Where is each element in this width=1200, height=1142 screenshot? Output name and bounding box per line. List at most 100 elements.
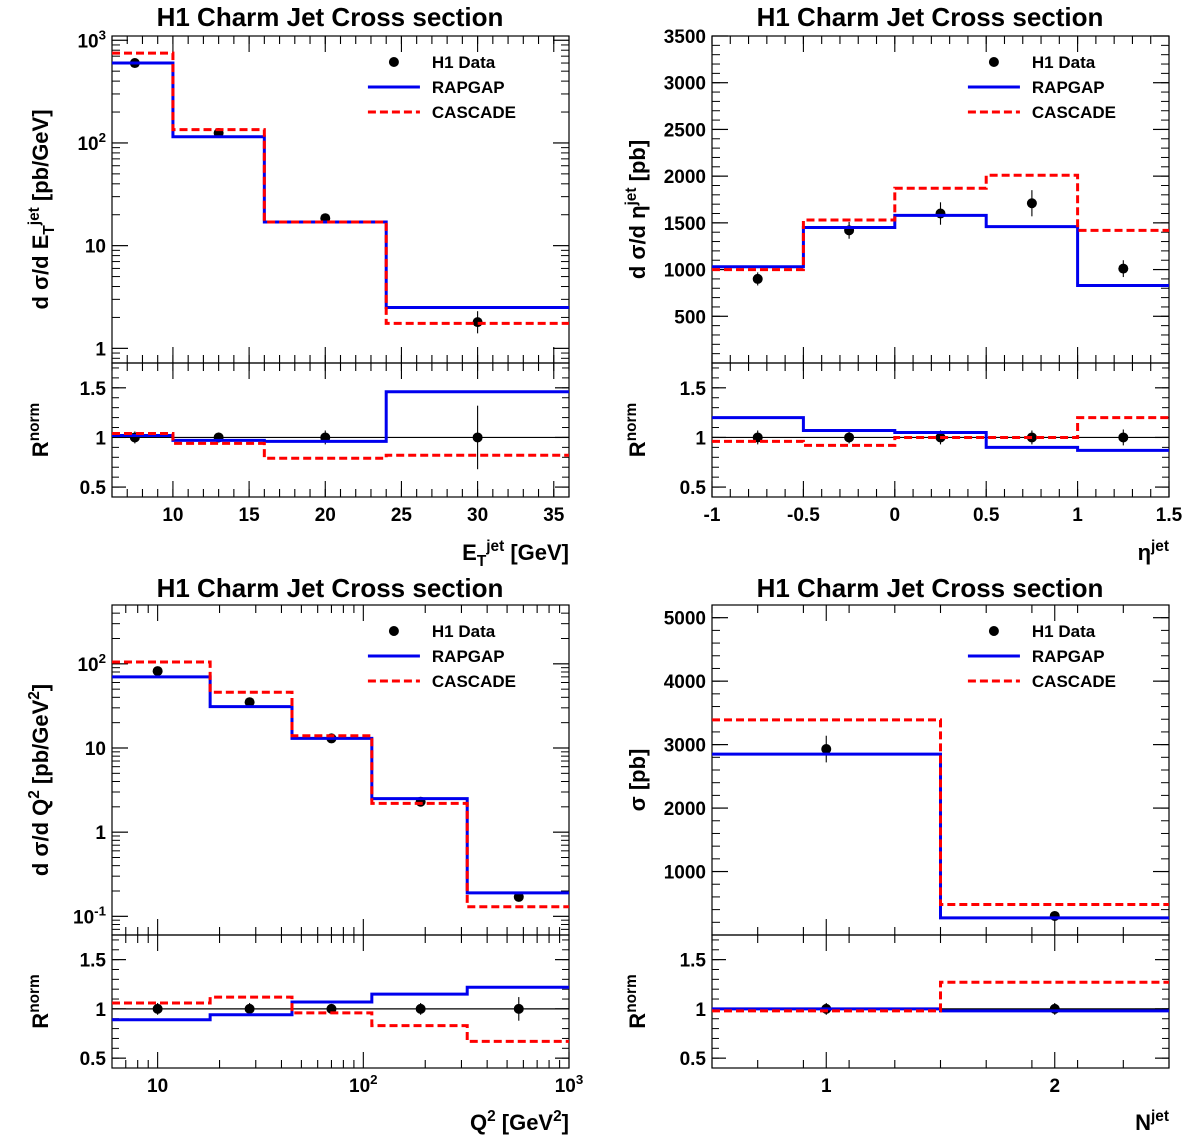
- main-data-point: [244, 697, 255, 708]
- legend-entry: H1 Data: [432, 622, 496, 641]
- x-tick-label: 102​: [349, 1072, 378, 1097]
- x-axis-label: Njet​: [1135, 1108, 1169, 1135]
- y-tick-label: 2000: [664, 799, 706, 820]
- ratio-y-tick-label: 1.5: [680, 379, 707, 400]
- y-tick-label: 1000: [664, 863, 706, 884]
- y-axis-label: d σ/d ETjet [pb/GeV]: [26, 109, 58, 309]
- x-tick-label: 103​: [555, 1072, 584, 1097]
- legend-entry: H1 Data: [432, 53, 496, 72]
- x-tick-label: 0.5: [973, 505, 1000, 526]
- ratio-axis-label: Rnorm​: [623, 974, 650, 1028]
- ratio-cascade-line: [712, 980, 1169, 1013]
- legend: H1 Data RAPGAP CASCADE: [367, 53, 516, 122]
- y-tick-label: 10: [85, 739, 106, 760]
- x-axis-label: Q2 [GeV2]: [470, 1108, 569, 1135]
- y-tick-label: 2500: [664, 120, 706, 141]
- y-tick-label: 3500: [664, 27, 706, 48]
- y-axis-label: σ [pb]: [625, 749, 650, 812]
- ratio-y-tick-label: 1.5: [80, 379, 107, 400]
- y-tick-label: 103​: [77, 27, 106, 52]
- legend-data-marker: [388, 57, 399, 67]
- y-tick-label: 10: [85, 237, 106, 258]
- x-tick-label: 30: [467, 505, 488, 526]
- ratio-y-tick-label: 0.5: [680, 1049, 707, 1070]
- ratio-plot-frame: [111, 362, 570, 498]
- legend-entry: H1 Data: [1032, 53, 1096, 72]
- main-data-point: [1118, 263, 1129, 274]
- ratio-y-tick-label: 1: [695, 1000, 706, 1021]
- legend-entry: RAPGAP: [1032, 647, 1105, 666]
- legend-entry: H1 Data: [1032, 622, 1096, 641]
- main-rapgap-line: [712, 752, 1169, 920]
- x-tick-label: 10: [162, 505, 183, 526]
- chart-title: H1 Charm Jet Cross section: [157, 2, 504, 32]
- ratio-axis-label: Rnorm​: [26, 403, 53, 457]
- legend-data-marker: [388, 626, 399, 636]
- ratio-y-tick-label: 0.5: [80, 478, 107, 499]
- chart-title: H1 Charm Jet Cross section: [757, 2, 1104, 32]
- legend-entry: CASCADE: [1032, 103, 1116, 122]
- ratio-y-tick-label: 0.5: [680, 478, 707, 499]
- legend-entry: CASCADE: [432, 672, 516, 691]
- main-data-point: [513, 891, 524, 902]
- ratio-axis-label: Rnorm​: [623, 403, 650, 457]
- main-rapgap-line: [712, 213, 1169, 287]
- y-axis-label: d σ/d Q2 [pb/GeV2]: [26, 684, 53, 876]
- main-rapgap-line: [112, 675, 569, 895]
- ratio-y-tick-label: 1: [95, 428, 106, 449]
- main-cascade-line: [112, 51, 569, 325]
- y-tick-label: 3000: [664, 74, 706, 95]
- ratio-cascade-line: [112, 995, 569, 1043]
- legend-entry: RAPGAP: [432, 647, 505, 666]
- y-tick-label: 2000: [664, 167, 706, 188]
- y-tick-label: 4000: [664, 672, 706, 693]
- x-tick-label: -0.5: [787, 505, 820, 526]
- legend: H1 Data RAPGAP CASCADE: [967, 53, 1116, 122]
- x-tick-label: 0: [890, 505, 901, 526]
- y-tick-label: 1000: [664, 261, 706, 282]
- main-data-point: [752, 273, 763, 284]
- ratio-data-point: [415, 1003, 426, 1014]
- ratio-plot-frame: [711, 362, 1170, 498]
- ratio-data-point: [472, 432, 483, 443]
- main-data-point: [152, 666, 163, 677]
- ratio-y-tick-label: 1.5: [80, 951, 107, 972]
- x-tick-label: 2: [1049, 1076, 1060, 1097]
- y-tick-label: 1500: [664, 214, 706, 235]
- legend-entry: RAPGAP: [1032, 78, 1105, 97]
- chart-panel-1: H1 Charm Jet Cross section 1 10 102​ 103​ 0.5…: [26, 2, 570, 570]
- ratio-rapgap-line: [112, 390, 569, 443]
- legend: H1 Data RAPGAP CASCADE: [967, 622, 1116, 691]
- main-data-point: [1049, 910, 1060, 921]
- main-rapgap-line: [112, 61, 569, 309]
- legend-entry: CASCADE: [1032, 672, 1116, 691]
- ratio-cascade-line: [112, 431, 569, 460]
- legend-entry: RAPGAP: [432, 78, 505, 97]
- y-tick-label: 1: [95, 823, 106, 844]
- x-tick-label: -1: [704, 505, 721, 526]
- x-tick-label: 1: [1072, 505, 1083, 526]
- chart-title: H1 Charm Jet Cross section: [157, 573, 504, 603]
- ratio-y-tick-label: 1.5: [680, 951, 707, 972]
- ratio-data-point: [152, 1003, 163, 1014]
- legend: H1 Data RAPGAP CASCADE: [367, 622, 516, 691]
- y-tick-label: 1: [95, 339, 106, 360]
- main-data-point: [821, 744, 832, 755]
- ratio-data-point: [244, 1003, 255, 1014]
- chart-panel-3: H1 Charm Jet Cross section 10-1​ 1 10 102​ 0.…: [26, 573, 583, 1135]
- y-tick-label: 5000: [664, 609, 706, 630]
- chart-panel-2: H1 Charm Jet Cross section 500 1000 1500 200…: [623, 2, 1183, 565]
- x-tick-label: 20: [315, 505, 336, 526]
- x-tick-label: 35: [543, 505, 565, 526]
- y-axis-label: d σ/d ηjet [pb]: [623, 140, 650, 279]
- ratio-data-point: [1118, 432, 1129, 443]
- legend-data-marker: [988, 626, 999, 636]
- ratio-data-point: [513, 1003, 524, 1014]
- x-tick-label: 1: [821, 1076, 832, 1097]
- y-tick-label: 10-1​: [73, 903, 107, 928]
- ratio-axis-label: Rnorm​: [26, 974, 53, 1028]
- x-tick-label: 25: [391, 505, 413, 526]
- ratio-plot-frame: [711, 934, 1170, 1069]
- y-tick-label: 102​: [77, 130, 106, 155]
- ratio-rapgap-line: [712, 416, 1169, 452]
